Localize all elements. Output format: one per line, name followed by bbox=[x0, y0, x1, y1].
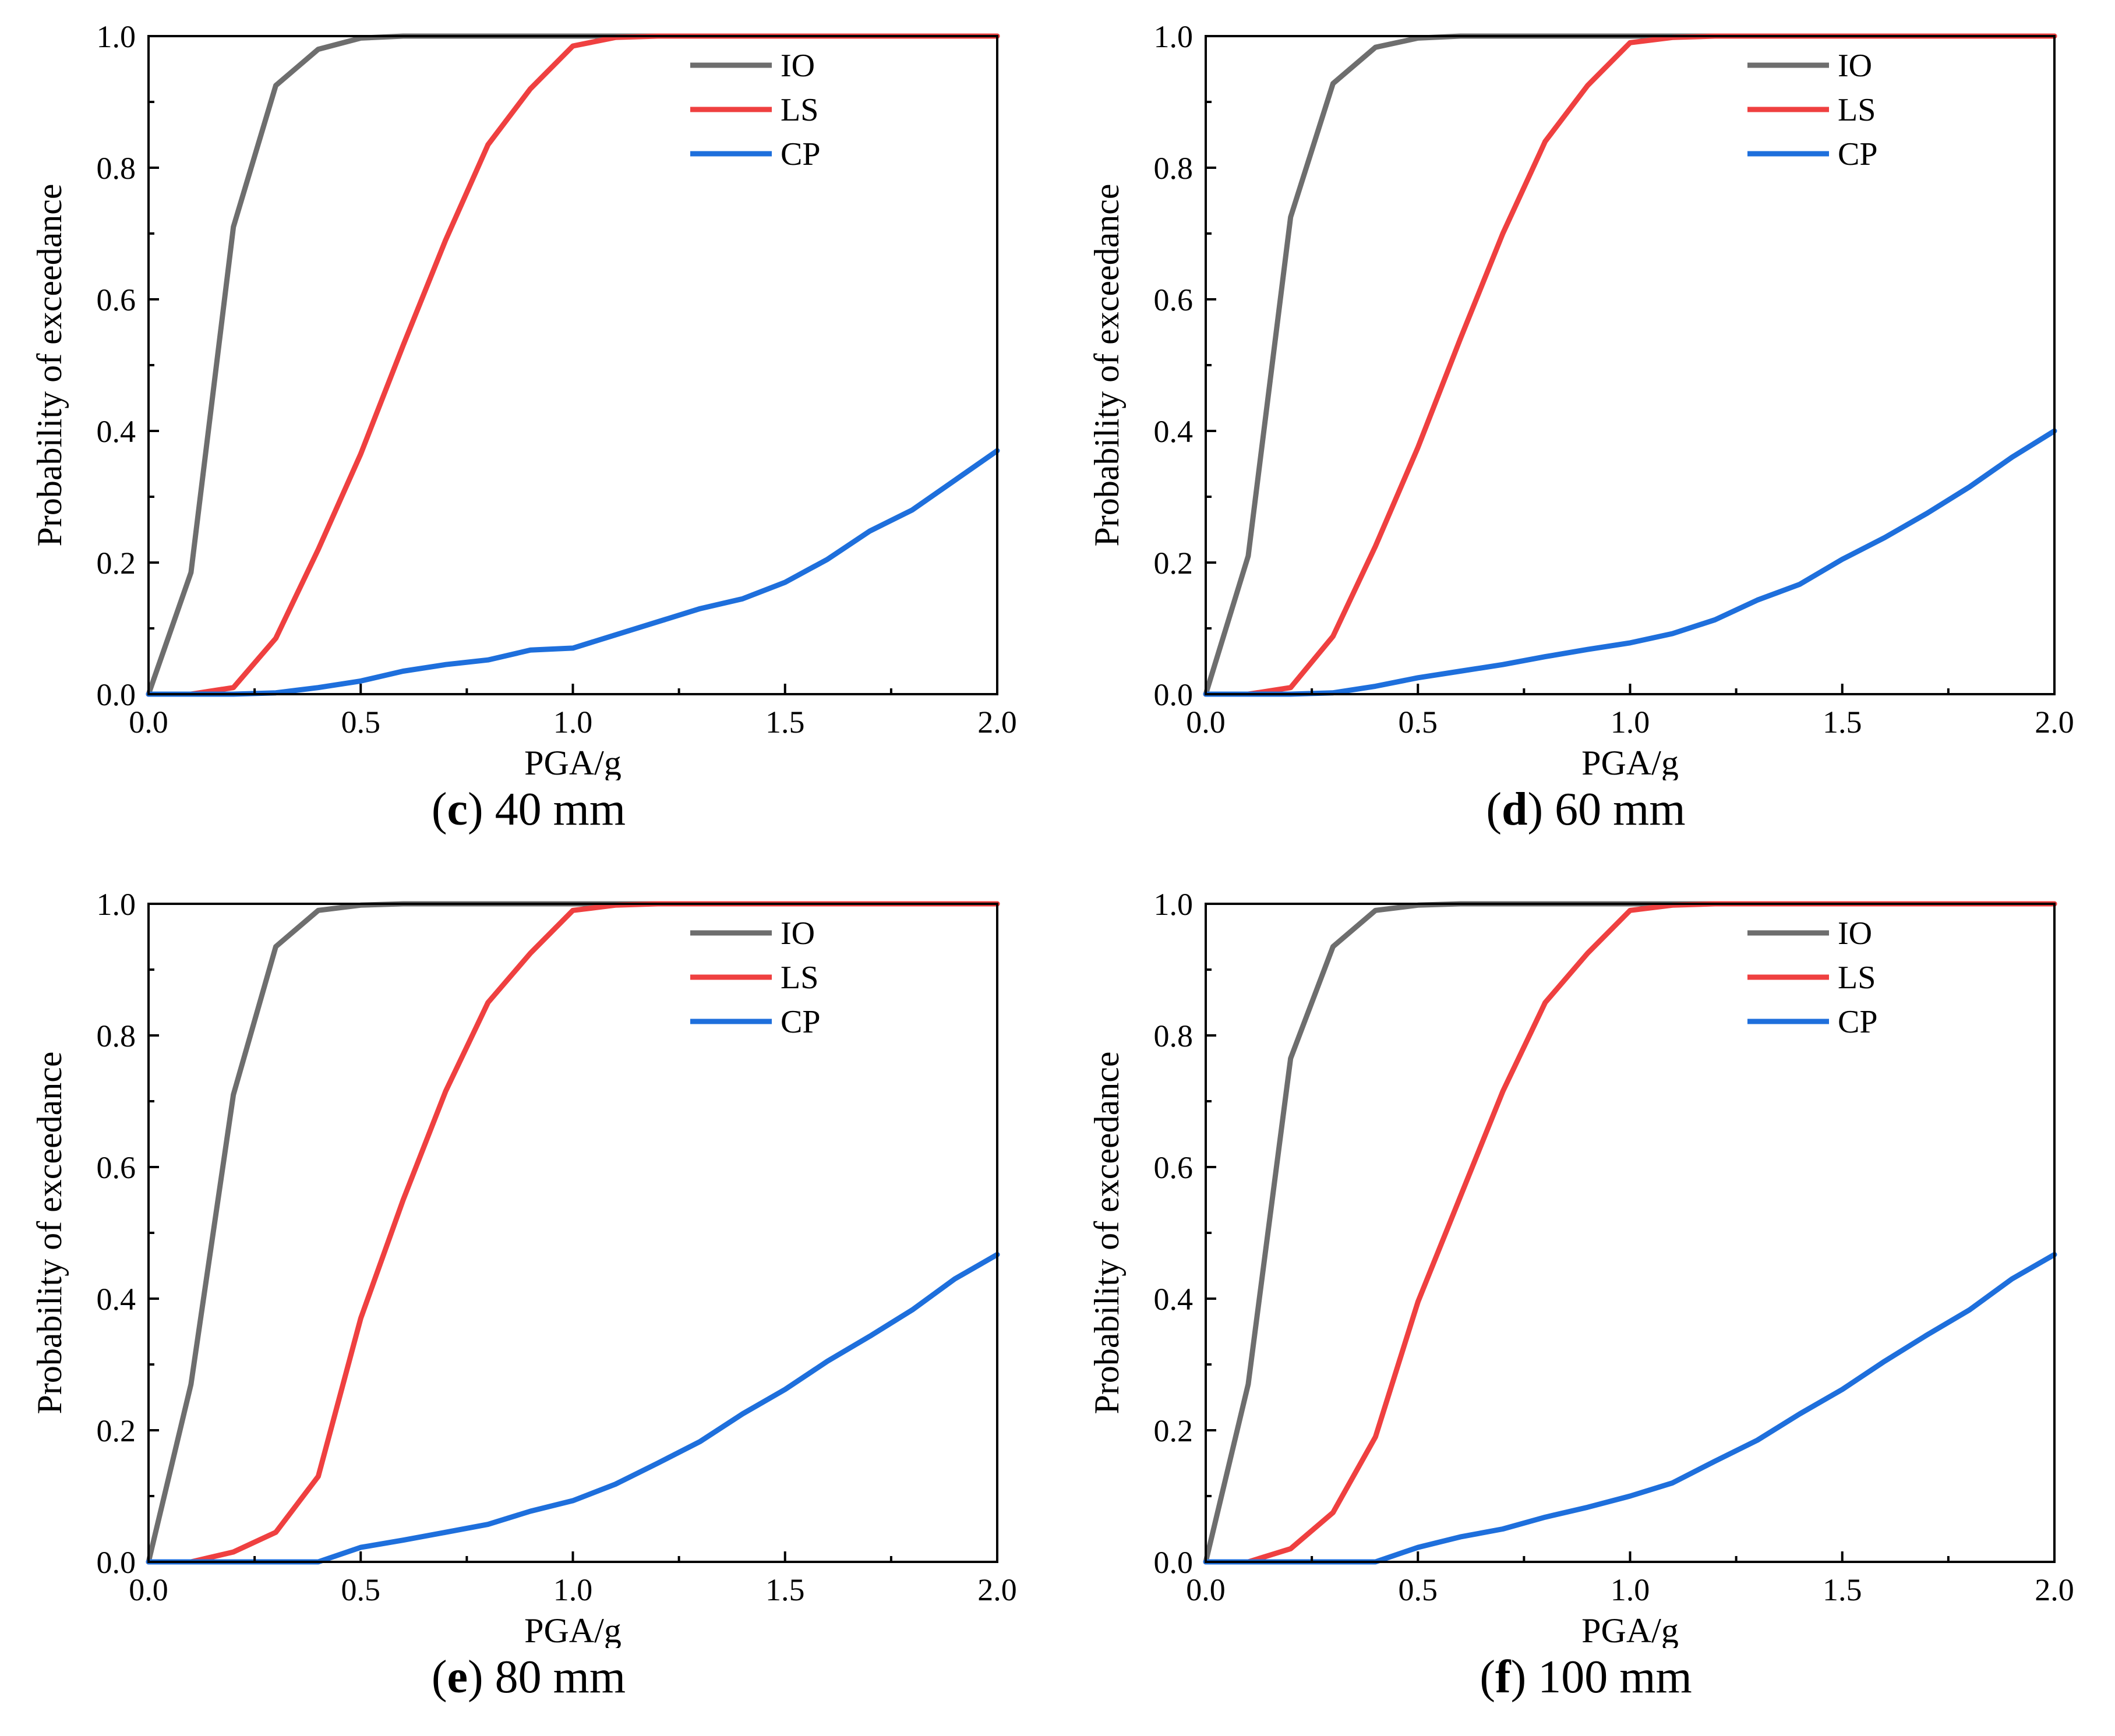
y-tick-label: 0.6 bbox=[97, 1150, 136, 1185]
caption-d: (d) 60 mm bbox=[1486, 784, 1686, 835]
plot-frame bbox=[147, 35, 998, 695]
y-tick-label: 0.2 bbox=[1154, 1413, 1194, 1448]
legend-label-cp: CP bbox=[1838, 136, 1878, 172]
caption-letter: e bbox=[447, 1652, 468, 1703]
y-tick-label: 0.4 bbox=[97, 1282, 136, 1317]
caption-e: (e) 80 mm bbox=[431, 1652, 626, 1703]
legend-label-ls: LS bbox=[1838, 92, 1876, 128]
x-tick-label: 0.0 bbox=[1186, 1572, 1226, 1607]
chart-panel-e: 0.0 0.5 1.0 1.5 2.0 0.0 0.2 0.4 0.6 0.8 1.0 PGA/g Pr… bbox=[0, 868, 1057, 1735]
x-tick-label: 1.0 bbox=[1611, 1572, 1650, 1607]
y-tick-label: 0.0 bbox=[1154, 677, 1194, 712]
plot-frame bbox=[1205, 35, 2056, 695]
y-tick-label: 0.2 bbox=[97, 546, 136, 581]
x-axis-label: PGA/g bbox=[1581, 744, 1679, 780]
y-tick-label: 1.0 bbox=[1154, 19, 1194, 54]
x-axis-label: PGA/g bbox=[524, 1611, 622, 1648]
caption-c: (c) 40 mm bbox=[431, 784, 626, 835]
plot-frame bbox=[1205, 903, 2056, 1563]
y-tick-label: 0.8 bbox=[1154, 1019, 1194, 1053]
caption-f: (f) 100 mm bbox=[1480, 1652, 1692, 1703]
y-tick-label: 0.4 bbox=[97, 414, 136, 449]
series-line-ls bbox=[1203, 901, 2057, 1565]
legend-label-cp: CP bbox=[781, 136, 821, 172]
y-tick-label: 1.0 bbox=[1154, 887, 1194, 922]
y-axis-label: Probability of exceedance bbox=[30, 183, 69, 546]
y-tick-label: 0.8 bbox=[97, 1019, 136, 1053]
legend-label-cp: CP bbox=[781, 1004, 821, 1040]
caption-letter: f bbox=[1495, 1652, 1511, 1703]
x-tick-label: 1.5 bbox=[765, 705, 805, 740]
caption-letter: c bbox=[447, 784, 468, 835]
x-tick-label: 1.5 bbox=[1823, 1572, 1862, 1607]
y-tick-label: 0.0 bbox=[1154, 1545, 1194, 1580]
x-tick-label: 1.5 bbox=[765, 1572, 805, 1607]
x-axis-label: PGA/g bbox=[1581, 1611, 1679, 1648]
series-line-io bbox=[146, 33, 1000, 697]
chart-d: 0.0 0.5 1.0 1.5 2.0 0.0 0.2 0.4 0.6 0.8 1.0 PGA/g Pr… bbox=[1087, 19, 2074, 780]
y-tick-label: 0.6 bbox=[1154, 1150, 1194, 1185]
series-line-ls bbox=[1203, 33, 2057, 697]
x-tick-label: 0.5 bbox=[341, 705, 381, 740]
chart-c: 0.0 0.5 1.0 1.5 2.0 0.0 0.2 0.4 0.6 0.8 1.0 PGA/g Pr… bbox=[30, 19, 1017, 780]
x-tick-label: 1.5 bbox=[1823, 705, 1862, 740]
series-line-ls bbox=[146, 33, 1000, 697]
x-tick-label: 0.0 bbox=[129, 705, 168, 740]
y-tick-label: 0.2 bbox=[1154, 546, 1194, 581]
chart-panel-c: 0.0 0.5 1.0 1.5 2.0 0.0 0.2 0.4 0.6 0.8 1.0 PGA/g Pr… bbox=[0, 0, 1057, 868]
legend-label-ls: LS bbox=[781, 960, 818, 996]
chart-panel-f: 0.0 0.5 1.0 1.5 2.0 0.0 0.2 0.4 0.6 0.8 1.0 PGA/g Pr… bbox=[1057, 868, 2114, 1735]
x-tick-label: 0.5 bbox=[341, 1572, 381, 1607]
y-tick-label: 0.4 bbox=[1154, 414, 1194, 449]
x-tick-label: 0.0 bbox=[129, 1572, 168, 1607]
caption-text: 100 mm bbox=[1526, 1652, 1692, 1703]
caption-text: 40 mm bbox=[483, 784, 626, 835]
x-tick-label: 2.0 bbox=[977, 1572, 1017, 1607]
series-line-cp bbox=[146, 1251, 1000, 1565]
x-tick-label: 2.0 bbox=[2035, 705, 2074, 740]
caption-letter: d bbox=[1502, 784, 1528, 835]
x-tick-label: 2.0 bbox=[977, 705, 1017, 740]
plot-frame bbox=[147, 903, 998, 1563]
series-line-io bbox=[146, 901, 1000, 1565]
y-tick-label: 1.0 bbox=[97, 19, 136, 54]
legend-label-ls: LS bbox=[1838, 960, 1876, 996]
caption-text: 80 mm bbox=[483, 1652, 626, 1703]
x-tick-label: 1.0 bbox=[553, 1572, 593, 1607]
x-tick-label: 1.0 bbox=[553, 705, 593, 740]
chart-f: 0.0 0.5 1.0 1.5 2.0 0.0 0.2 0.4 0.6 0.8 1.0 PGA/g Pr… bbox=[1087, 887, 2074, 1648]
chart-e: 0.0 0.5 1.0 1.5 2.0 0.0 0.2 0.4 0.6 0.8 1.0 PGA/g Pr… bbox=[30, 887, 1017, 1648]
y-tick-label: 0.6 bbox=[97, 282, 136, 317]
x-tick-label: 1.0 bbox=[1611, 705, 1650, 740]
legend-label-io: IO bbox=[1838, 48, 1872, 84]
y-tick-label: 0.4 bbox=[1154, 1282, 1194, 1317]
x-tick-label: 2.0 bbox=[2035, 1572, 2074, 1607]
legend-label-ls: LS bbox=[781, 92, 818, 128]
x-axis-label: PGA/g bbox=[524, 744, 622, 780]
x-tick-label: 0.5 bbox=[1399, 1572, 1438, 1607]
y-axis-label: Probability of exceedance bbox=[1087, 183, 1126, 546]
y-tick-label: 0.6 bbox=[1154, 282, 1194, 317]
legend-label-cp: CP bbox=[1838, 1004, 1878, 1040]
chart-panel-d: 0.0 0.5 1.0 1.5 2.0 0.0 0.2 0.4 0.6 0.8 1.0 PGA/g Pr… bbox=[1057, 0, 2114, 868]
series-line-cp bbox=[146, 448, 1000, 697]
series-line-cp bbox=[1203, 428, 2057, 697]
caption-text: 60 mm bbox=[1543, 784, 1686, 835]
series-line-ls bbox=[146, 901, 1000, 1565]
x-tick-label: 0.5 bbox=[1399, 705, 1438, 740]
y-tick-label: 0.0 bbox=[97, 1545, 136, 1580]
y-axis-label: Probability of exceedance bbox=[30, 1051, 69, 1414]
y-tick-label: 0.2 bbox=[97, 1413, 136, 1448]
series-line-io bbox=[1203, 901, 2057, 1565]
y-axis-label: Probability of exceedance bbox=[1087, 1051, 1126, 1414]
legend-label-io: IO bbox=[1838, 915, 1872, 952]
x-tick-label: 0.0 bbox=[1186, 705, 1226, 740]
y-tick-label: 1.0 bbox=[97, 887, 136, 922]
y-tick-label: 0.8 bbox=[1154, 151, 1194, 186]
y-tick-label: 0.0 bbox=[97, 677, 136, 712]
legend-label-io: IO bbox=[781, 915, 815, 952]
series-line-io bbox=[1203, 33, 2057, 697]
legend-label-io: IO bbox=[781, 48, 815, 84]
y-tick-label: 0.8 bbox=[97, 151, 136, 186]
